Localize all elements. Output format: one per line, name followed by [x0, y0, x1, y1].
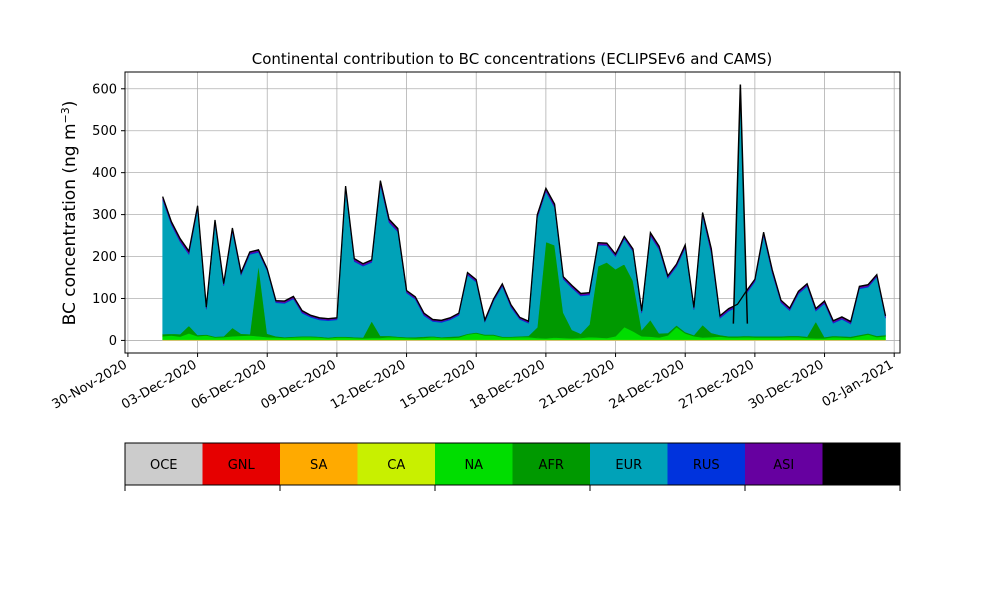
legend-swatch-ca: [357, 443, 435, 485]
x-tick-label: 15-Dec-2020: [398, 357, 478, 412]
legend-swatch-gnl: [202, 443, 280, 485]
legend-label-gnl: GNL: [228, 458, 256, 473]
x-tick-label: 30-Dec-2020: [746, 357, 826, 412]
legend-label-ca: CA: [387, 458, 405, 473]
legend-swatch-rus: [667, 443, 745, 485]
axes-frame: [124, 71, 901, 354]
x-tick-label: 18-Dec-2020: [467, 357, 547, 412]
y-tick-label: 200: [92, 250, 117, 265]
x-tick-label: 03-Dec-2020: [119, 357, 199, 412]
area-eur: [162, 184, 886, 338]
x-tick-label: 27-Dec-2020: [676, 357, 756, 412]
legend-label-rus: RUS: [693, 458, 720, 473]
legend-frame: [124, 442, 901, 486]
legend-label-eur: EUR: [615, 458, 642, 473]
legend-label-oce: OCE: [150, 458, 178, 473]
legend-label-afr: AFR: [539, 458, 564, 473]
legend-label-na: NA: [464, 458, 483, 473]
legend-swatch-na: [435, 443, 513, 485]
plot-area: 0 100 200 300 400 500 600 30-Nov-202003-Dec-202…: [50, 71, 901, 413]
x-tick-label: 24-Dec-2020: [607, 357, 687, 412]
legend-swatch-aus: [822, 443, 900, 485]
y-tick-label: 300: [92, 208, 117, 223]
y-tick-label: 0: [109, 334, 117, 349]
total-outline: [162, 180, 887, 323]
legend-label-asi: ASI: [773, 458, 794, 473]
legend-swatch-oce: [125, 443, 203, 485]
x-tick-label: 30-Nov-2020: [50, 357, 130, 412]
x-tick-label: 21-Dec-2020: [537, 357, 617, 412]
y-tick-label: 100: [92, 292, 117, 307]
x-tick-label: 09-Dec-2020: [258, 357, 338, 412]
legend-swatch-afr: [512, 443, 590, 485]
y-tick-label: 600: [92, 82, 117, 97]
y-axis-label-sup: −3: [59, 107, 72, 123]
legend-label-aus: AUS: [848, 458, 875, 473]
x-tick-label: 06-Dec-2020: [189, 357, 269, 412]
legend-swatch-eur: [590, 443, 668, 485]
legend-label-sa: SA: [310, 458, 327, 473]
legend: OCE GNL SA CA NA AFR EUR RUS ASI AUS: [124, 442, 901, 491]
spike-outline: [732, 84, 749, 324]
chart-title: Continental contribution to BC concentra…: [252, 50, 773, 68]
y-tick-label: 400: [92, 166, 117, 181]
y-axis-label-close: ): [60, 101, 80, 108]
area-eur-spike: [733, 86, 748, 324]
x-tick-label: 02-Jan-2021: [820, 357, 897, 410]
y-axis-label-text: BC concentration (ng m: [60, 123, 80, 325]
y-tick-label: 500: [92, 124, 117, 139]
y-axis-label: BC concentration (ng m−3): [59, 101, 81, 326]
legend-swatch-sa: [280, 443, 358, 485]
legend-swatch-asi: [745, 443, 823, 485]
x-tick-label: 12-Dec-2020: [328, 357, 408, 412]
